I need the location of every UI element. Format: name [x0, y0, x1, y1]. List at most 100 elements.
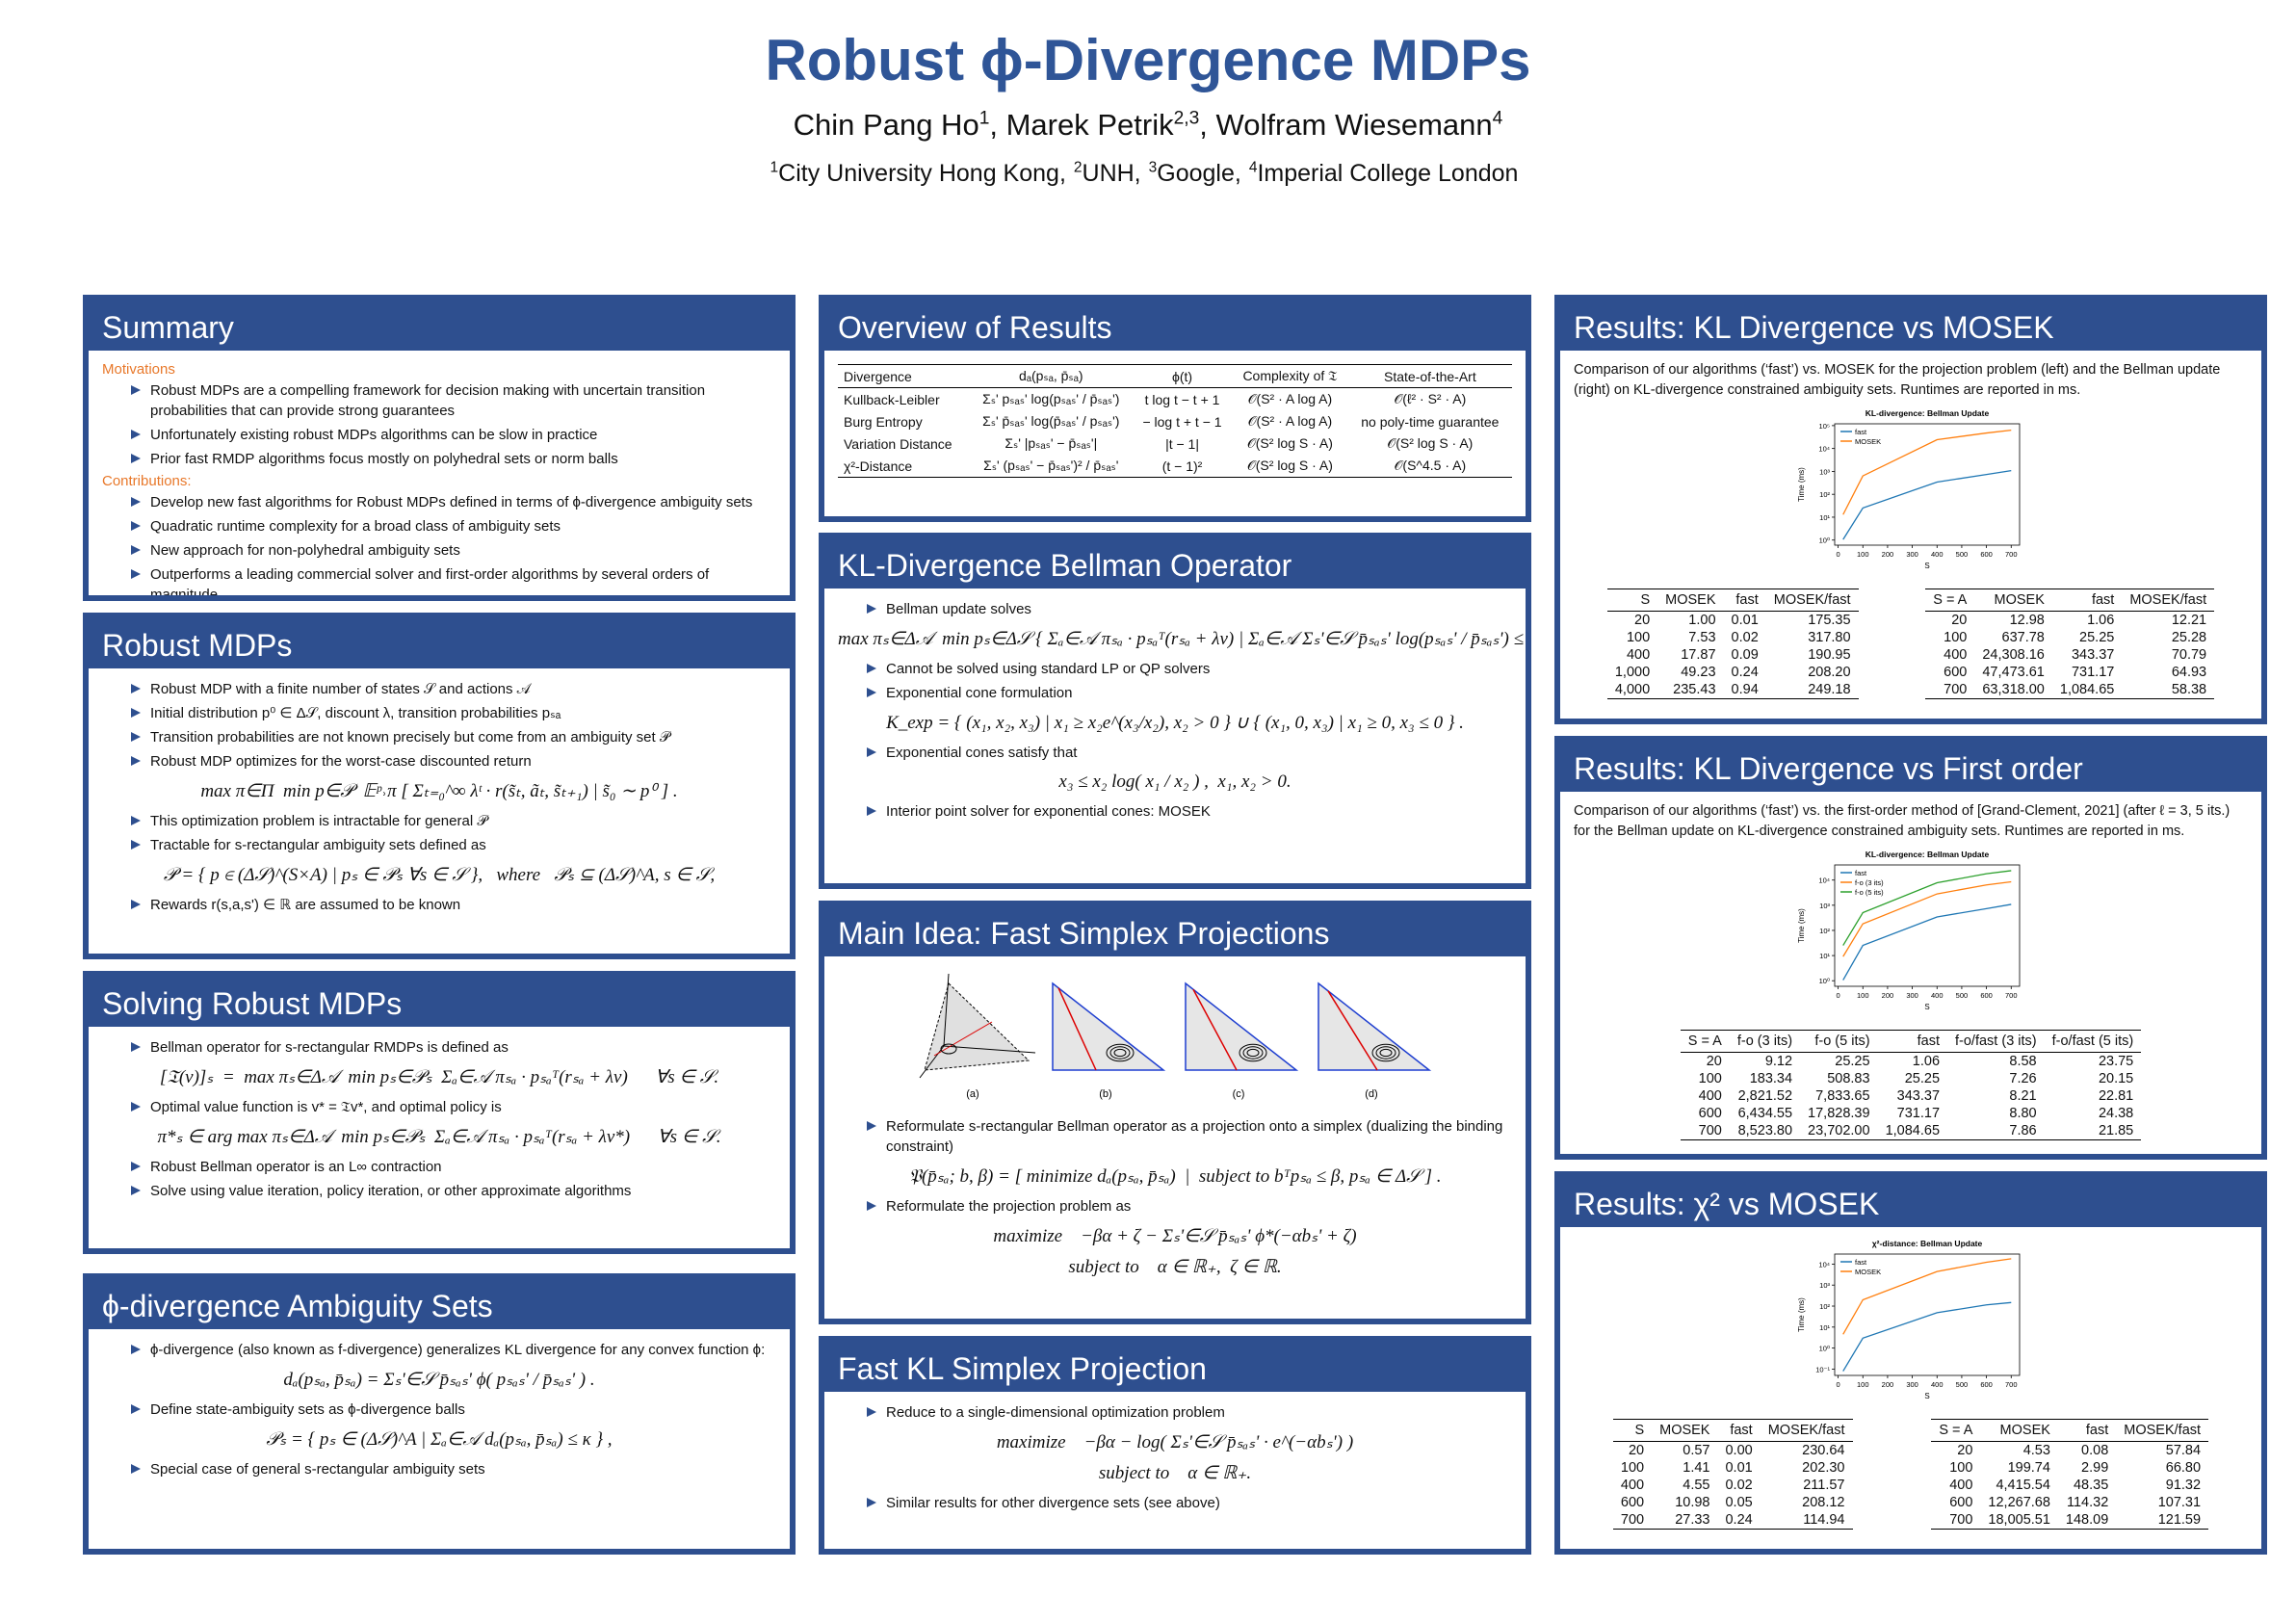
bullet: Interior point solver for exponential co…	[838, 801, 1512, 822]
table-cell: 8,523.80	[1729, 1122, 1801, 1140]
plot-frame	[1834, 1253, 2021, 1376]
table-cell: 235.43	[1657, 681, 1724, 699]
y-axis-label: Time (ms)	[1797, 908, 1806, 943]
series-line	[1842, 880, 2012, 957]
table-row: 400 2,821.52 7,833.65 343.37 8.21 22.81	[1681, 1087, 2141, 1105]
bullet: Exponential cones satisfy that	[838, 743, 1512, 763]
x-axis-label: S	[1924, 562, 1929, 570]
affiliation-mark: 2	[1073, 160, 1083, 176]
x-tick-label: 500	[1956, 1380, 1969, 1389]
y-axis-label: Time (ms)	[1797, 1297, 1806, 1332]
table-cell: 7.26	[2009, 1071, 2037, 1086]
table-row: 600 47,473.61 731.17 64.93	[1925, 664, 2214, 681]
table-cell: 0.09	[1731, 647, 1759, 663]
table-row: 20 9.12 25.25 1.06 8.58 23.75	[1681, 1053, 2141, 1071]
line-chart: KL-divergence: Bellman Update 10⁰ 10¹ 10² 10…	[1797, 408, 2021, 570]
chart-holder: KL-divergence: Bellman Update 10⁰ 10¹ 10² 10…	[1574, 846, 2248, 1024]
subheading: Contributions:	[102, 473, 192, 489]
y-tick-label: 10⁴	[1818, 876, 1830, 885]
table-cell: Σₛ' |pₛₐₛ' − p̄ₛₐₛ'|	[1004, 435, 1098, 451]
axis	[919, 1045, 945, 1079]
table: S MOSEK fast MOSEK/fast 20 1.00 0.01 175.35 100 7…	[1606, 589, 1859, 699]
x-tick-label: 300	[1906, 1380, 1918, 1389]
constraint	[1057, 987, 1097, 1071]
table-header: MOSEK	[1980, 1419, 2058, 1442]
table-header: MOSEK	[1657, 589, 1724, 612]
subheading: Motivations	[102, 361, 175, 378]
caption: Comparison of our algorithms (‘fast’) vs…	[1574, 803, 2231, 839]
author: , Marek Petrik2,3	[989, 108, 1199, 142]
panel-title: Main Idea: Fast Simplex Projections	[824, 906, 1526, 956]
chart-title: KL-divergence: Bellman Update	[1866, 408, 1990, 418]
table-cell: 24.38	[2098, 1106, 2134, 1121]
equation: subject to α ∈ ℝ₊, ζ ∈ ℝ.	[1068, 1257, 1282, 1277]
panel: Summary Motivations Robust MDPs are a comp…	[83, 295, 796, 601]
bullet: This optimization problem is intractable…	[102, 811, 776, 831]
table-cell: 9.12	[1764, 1054, 1793, 1069]
equation: max π∈Π min p∈𝒫 𝔼ᵖ˒π [ Σₜ₌₀^∞ λᵗ · r(s̃ₜ…	[200, 781, 678, 801]
table-cell: 17.87	[1681, 647, 1716, 663]
affiliation: 3Google,	[1149, 160, 1241, 187]
table-cell: 24,308.16	[1982, 647, 2045, 663]
y-tick-label: 10²	[1819, 490, 1830, 499]
table-header: f-o (5 its)	[1800, 1030, 1878, 1053]
table-header: S	[1606, 589, 1658, 612]
bullet: Transition probabilities are not known p…	[102, 727, 776, 747]
table-header: S = A	[1680, 1030, 1730, 1053]
table-cell: 0.24	[1717, 1511, 1761, 1530]
table-cell: 0.01	[1725, 1460, 1753, 1476]
equation: max πₛ∈Δ𝒜 min pₛ∈Δ𝒮 { Σₐ∈𝒜 πₛₐ · pₛₐᵀ(rₛ…	[838, 629, 1531, 649]
level-set	[940, 1043, 957, 1055]
x-axis-label: S	[1924, 1003, 1929, 1011]
table-header: f-o/fast (5 its)	[2044, 1030, 2142, 1053]
panel-title: Results: KL Divergence vs First order	[1560, 742, 2261, 792]
table-cell: 57.84	[2165, 1443, 2202, 1458]
table-cell: Σₛ' (pₛₐₛ' − p̄ₛₐₛ')² / p̄ₛₐₛ'	[969, 455, 1133, 478]
tables: S MOSEK fast MOSEK/fast 20 1.00 0.01 175.35 100 7…	[1574, 589, 2248, 699]
table-cell: 208.20	[1808, 665, 1851, 680]
table-header: ϕ(t)	[1132, 364, 1233, 388]
table-cell: t log t − t + 1	[1144, 391, 1220, 407]
table-cell: 100	[1626, 630, 1651, 645]
table-header: State-of-the-Art	[1347, 364, 1512, 388]
table-row: 100 199.74 2.99 66.80	[1931, 1459, 2208, 1477]
table-cell: 400	[1944, 647, 1968, 663]
table-cell: Kullback-Leibler	[844, 391, 940, 407]
chart-holder: χ²-distance: Bellman Update 10⁻¹ 10⁰ 10¹ 10²…	[1574, 1235, 2248, 1413]
table-row: 20 4.53 0.08 57.84	[1931, 1442, 2208, 1460]
author-mark: 2,3	[1173, 108, 1200, 129]
table-cell: 100	[1944, 630, 1968, 645]
y-tick-label: 10⁰	[1819, 977, 1830, 985]
series-line	[1842, 1301, 2012, 1372]
table-cell: 𝒪(S² log S · A)	[1232, 455, 1348, 478]
bullet: Robust MDPs are a compelling framework f…	[102, 380, 776, 421]
table-header: MOSEK	[1974, 589, 2052, 612]
x-tick-label: 500	[1956, 991, 1969, 1000]
table-cell: Σₛ' p̄ₛₐₛ' log(p̄ₛₐₛ' / pₛₐₛ')	[982, 413, 1120, 429]
table-cell: 100	[1698, 1071, 1722, 1086]
table-cell: 317.80	[1808, 630, 1851, 645]
panel: Solving Robust MDPs Bellman operator for …	[83, 971, 796, 1254]
table-cell: 27.33	[1652, 1511, 1718, 1530]
y-tick-label: 10²	[1819, 1302, 1830, 1311]
series-line	[1842, 429, 2012, 515]
panel-body: Comparison of our algorithms (‘fast’) vs…	[1560, 351, 2261, 707]
table-header: fast	[2057, 1419, 2117, 1442]
bullet: Reformulate the projection problem as	[838, 1196, 1512, 1216]
y-tick-label: 10²	[1819, 927, 1830, 935]
plot-frame	[1834, 864, 2021, 987]
table-header-row: S = A MOSEK fast MOSEK/fast	[1931, 1419, 2209, 1442]
figure-label: (c)	[1233, 1088, 1245, 1100]
panel-title: Results: KL Divergence vs MOSEK	[1560, 301, 2261, 351]
caption: Comparison of our algorithms (‘fast’) vs…	[1574, 362, 2221, 398]
bullet: Robust MDP optimizes for the worst-case …	[102, 751, 776, 772]
y-tick-label: 10³	[1819, 902, 1830, 910]
level-set	[1109, 1046, 1131, 1060]
table-cell: 25.25	[1835, 1054, 1870, 1069]
table-cell: 4,415.54	[1996, 1478, 2050, 1493]
author-mark: 4	[1492, 108, 1503, 129]
table-cell: 91.32	[2165, 1478, 2202, 1493]
table-cell: 0.24	[1731, 665, 1759, 680]
panel-body: Robust MDP with a finite number of state…	[89, 668, 790, 927]
